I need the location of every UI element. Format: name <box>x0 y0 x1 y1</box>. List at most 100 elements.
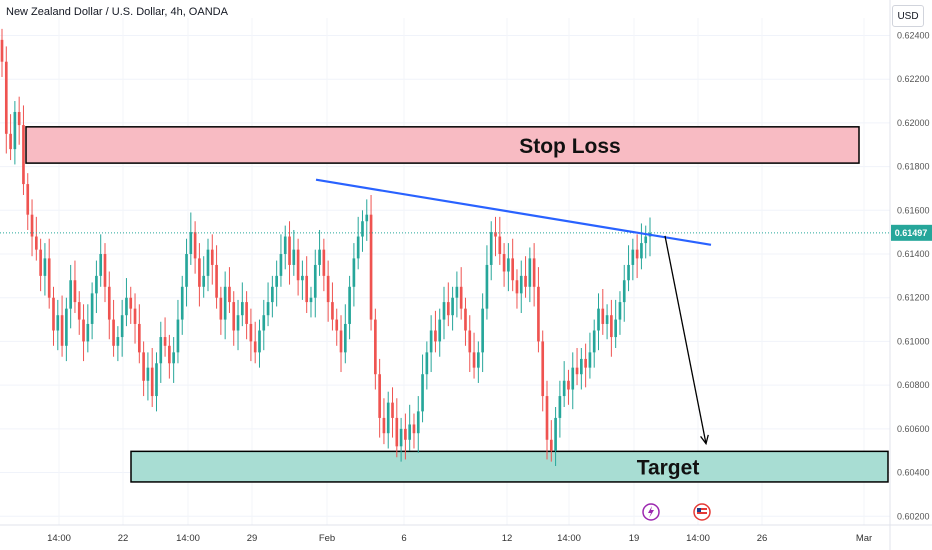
chart-grid <box>0 18 890 525</box>
lightning-event-icon[interactable] <box>642 503 660 521</box>
candle-body <box>193 232 197 259</box>
candle-body <box>472 352 476 368</box>
stop-loss-label: Stop Loss <box>519 135 621 158</box>
y-tick-label: 0.61200 <box>897 293 930 303</box>
candle-body <box>223 286 227 320</box>
candle-body <box>622 280 626 303</box>
candle-body <box>125 297 128 316</box>
candle-body <box>421 374 424 412</box>
candle-body <box>339 330 343 353</box>
candle-body <box>142 352 145 381</box>
candle-body <box>232 302 236 331</box>
candle-body <box>73 280 77 303</box>
x-tick-label: 26 <box>757 533 768 544</box>
candle-body <box>541 341 545 397</box>
candle-body <box>22 125 25 185</box>
candle-body <box>610 315 613 338</box>
candle-body <box>65 308 68 346</box>
candle-body <box>120 315 124 338</box>
candle-body <box>313 264 317 298</box>
candle-body <box>215 264 218 298</box>
candle-body <box>26 184 30 215</box>
candle-body <box>580 358 583 375</box>
candle-body <box>502 254 506 272</box>
candle-body <box>112 319 115 346</box>
candle-body <box>86 323 90 342</box>
candle-body <box>459 286 463 309</box>
candle-body <box>133 308 137 324</box>
candle-body <box>348 286 351 324</box>
candlestick-series <box>0 28 652 466</box>
candle-body <box>296 249 300 281</box>
candle-body <box>189 232 193 255</box>
candle-body <box>640 243 643 259</box>
candle-body <box>386 402 390 434</box>
candle-body <box>369 214 373 320</box>
candle-body <box>567 380 570 390</box>
candle-body <box>52 297 55 331</box>
candle-body <box>584 358 587 368</box>
candle-body <box>549 439 553 451</box>
candle-body <box>180 286 184 320</box>
candle-body <box>146 367 150 381</box>
x-tick-label: 14:00 <box>47 533 71 544</box>
y-tick-label: 0.61600 <box>897 205 930 215</box>
candle-body <box>288 236 291 265</box>
y-tick-label: 0.60800 <box>897 380 930 390</box>
candle-body <box>404 428 407 440</box>
candle-body <box>494 232 497 237</box>
candle-body <box>90 293 94 324</box>
candle-body <box>434 330 437 342</box>
stop-loss-zone <box>25 126 860 164</box>
candle-body <box>69 280 72 309</box>
candle-body <box>103 254 107 287</box>
currency-button[interactable]: USD <box>892 5 924 27</box>
candle-body <box>515 280 519 294</box>
x-tick-label: 14:00 <box>176 533 200 544</box>
candle-body <box>240 302 244 316</box>
candle-body <box>519 275 523 294</box>
y-tick-label: 0.61000 <box>897 336 930 346</box>
candle-body <box>30 214 34 237</box>
candle-body <box>511 258 515 281</box>
y-tick-label: 0.61800 <box>897 162 930 172</box>
y-tick-label: 0.62200 <box>897 74 930 84</box>
candle-body <box>554 417 557 451</box>
candle-body <box>129 297 133 309</box>
candle-body <box>47 258 51 298</box>
candle-body <box>498 236 502 255</box>
candle-body <box>249 323 253 342</box>
candle-body <box>39 249 42 276</box>
candle-body <box>35 236 38 250</box>
x-tick-label: 6 <box>401 533 406 544</box>
candle-body <box>343 323 347 353</box>
candle-body <box>168 345 171 364</box>
chart-zones: Stop Loss Target <box>25 126 889 483</box>
candle-body <box>601 308 605 324</box>
candle-body <box>382 417 386 434</box>
candle-body <box>618 302 622 320</box>
candle-body <box>562 380 566 397</box>
candle-body <box>77 302 81 320</box>
candle-body <box>253 341 257 353</box>
candle-body <box>378 374 381 418</box>
candle-body <box>485 264 489 309</box>
time-axis: 14:00 22 14:00 29 Feb 6 12 14:00 19 14:00 26 Mar <box>0 524 932 544</box>
candle-body <box>202 275 206 287</box>
candle-body <box>309 297 313 303</box>
candle-body <box>451 297 454 316</box>
candle-body <box>537 286 540 342</box>
us-flag-event-icon[interactable] <box>693 503 711 521</box>
candle-body <box>391 402 394 418</box>
current-price-label: 0.61497 <box>895 228 928 238</box>
candle-body <box>335 319 339 331</box>
candle-body <box>60 315 64 346</box>
candle-body <box>159 337 163 364</box>
projection-arrow-head <box>700 434 709 446</box>
candle-body <box>305 275 309 303</box>
candle-body <box>219 297 223 320</box>
x-tick-label: 22 <box>118 533 129 544</box>
candle-body <box>468 330 472 353</box>
candle-body <box>318 249 321 265</box>
